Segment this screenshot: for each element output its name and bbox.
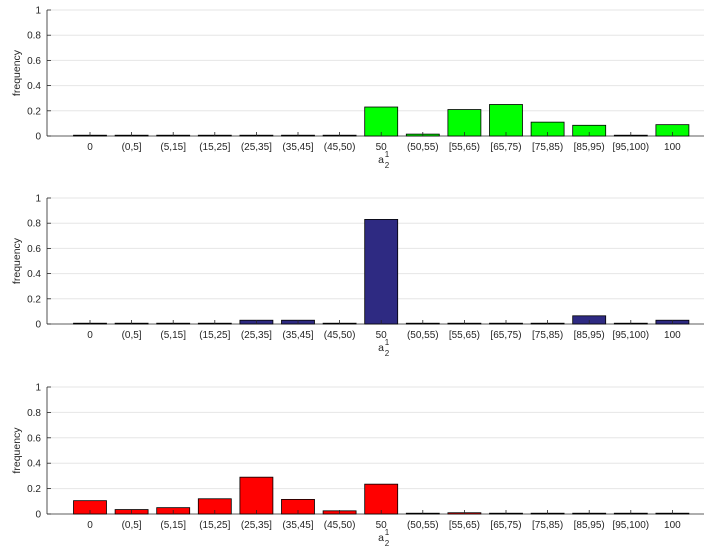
x-tick-label: (50,55): [407, 142, 439, 153]
x-tick-label: (25,35]: [241, 330, 272, 341]
y-tick-label: 0: [35, 320, 41, 331]
y-tick-label: 1: [35, 6, 41, 17]
x-axis-label: a: [378, 154, 384, 166]
x-axis-label-subscript: 2: [385, 539, 390, 548]
y-tick-label: 0.8: [27, 219, 41, 230]
x-axis-label-superscript: 1: [385, 150, 390, 159]
bar-1-11: [489, 104, 523, 137]
x-tick-label: [55,65): [449, 330, 480, 341]
x-axis-label: a: [378, 532, 384, 544]
y-tick-label: 0.4: [27, 459, 41, 470]
x-tick-label: (45,50): [324, 520, 356, 531]
x-tick-label: [85,95): [574, 330, 605, 341]
chart-panel-1: 0 0.2 0.4 0.6 0.8 1 0 (0,5] (5,15] (15,25] (25,35]…: [11, 6, 704, 170]
y-tick-label: 0.6: [27, 56, 41, 67]
x-tick-label: (25,35]: [241, 520, 272, 531]
y-tick-label: 0.8: [27, 408, 41, 419]
x-tick-label: (35,45]: [282, 142, 313, 153]
x-axis-label-subscript: 2: [385, 349, 390, 358]
x-tick-label: [95,100): [612, 520, 649, 531]
x-tick-label: [85,95): [574, 142, 605, 153]
y-tick-label: 0.4: [27, 269, 41, 280]
x-tick-label: (5,15]: [160, 330, 186, 341]
x-tick-label: [75,85): [532, 330, 563, 341]
bar-1-10: [447, 109, 482, 137]
x-tick-label: (50,55): [407, 330, 439, 341]
x-tick-label: [95,100): [612, 142, 649, 153]
y-axis-label: frequency: [11, 49, 23, 96]
x-tick-label: (45,50): [324, 330, 356, 341]
chart-panel-3: 0 0.2 0.4 0.6 0.8 1 0 (0,5] (5,15] (15,25] (25,35]…: [11, 383, 704, 548]
chart-panel-2: 0 0.2 0.4 0.6 0.8 1 0 (0,5] (5,15] (15,25] (25,35]…: [11, 194, 704, 358]
y-tick-label: 0: [35, 510, 41, 521]
x-tick-label: (0,5]: [122, 142, 142, 153]
x-tick-label: 100: [664, 142, 681, 153]
x-tick-label: (35,45]: [282, 330, 313, 341]
y-tick-label: 0.6: [27, 244, 41, 255]
y-tick-label: 0.2: [27, 294, 41, 305]
x-tick-label: (15,25]: [199, 520, 230, 531]
x-axis-label-subscript: 2: [385, 161, 390, 170]
y-axis-label: frequency: [11, 237, 23, 284]
y-tick-label: 1: [35, 383, 41, 394]
x-tick-label: [95,100): [612, 330, 649, 341]
x-tick-label: (45,50): [324, 142, 356, 153]
x-tick-label: [75,85): [532, 142, 563, 153]
x-tick-label: [55,65): [449, 520, 480, 531]
x-tick-label: [85,95): [574, 520, 605, 531]
x-tick-label: [55,65): [449, 142, 480, 153]
bar-3-8: [364, 483, 399, 515]
x-tick-label: 0: [87, 520, 93, 531]
x-tick-label: 50: [376, 142, 388, 153]
x-tick-label: [65,75): [490, 330, 521, 341]
x-tick-label: 50: [376, 520, 388, 531]
x-tick-label: 100: [664, 520, 681, 531]
x-tick-label: (0,5]: [122, 330, 142, 341]
y-tick-label: 0.2: [27, 484, 41, 495]
x-tick-label: 0: [87, 142, 93, 153]
y-tick-label: 0: [35, 132, 41, 143]
x-tick-label: 100: [664, 330, 681, 341]
bar-3-5: [239, 476, 274, 515]
x-tick-label: (15,25]: [199, 330, 230, 341]
x-tick-label: [65,75): [490, 520, 521, 531]
y-tick-label: 0.8: [27, 31, 41, 42]
x-tick-label: 50: [376, 330, 388, 341]
bar-1-8: [364, 106, 399, 137]
bar-2-8: [364, 219, 399, 325]
x-tick-label: (50,55): [407, 520, 439, 531]
x-tick-label: (5,15]: [160, 520, 186, 531]
x-tick-label: (25,35]: [241, 142, 272, 153]
x-tick-label: (5,15]: [160, 142, 186, 153]
y-tick-label: 0.6: [27, 433, 41, 444]
x-tick-label: 0: [87, 330, 93, 341]
y-tick-label: 1: [35, 194, 41, 205]
x-tick-label: (0,5]: [122, 520, 142, 531]
x-axis-label: a: [378, 342, 384, 354]
x-tick-label: (35,45]: [282, 520, 313, 531]
y-tick-label: 0.4: [27, 81, 41, 92]
x-axis-label-superscript: 1: [385, 338, 390, 347]
x-tick-label: (15,25]: [199, 142, 230, 153]
y-tick-label: 0.2: [27, 106, 41, 117]
y-axis-label: frequency: [11, 427, 23, 474]
x-axis-label-superscript: 1: [385, 528, 390, 537]
x-tick-label: [65,75): [490, 142, 521, 153]
x-tick-label: [75,85): [532, 520, 563, 531]
